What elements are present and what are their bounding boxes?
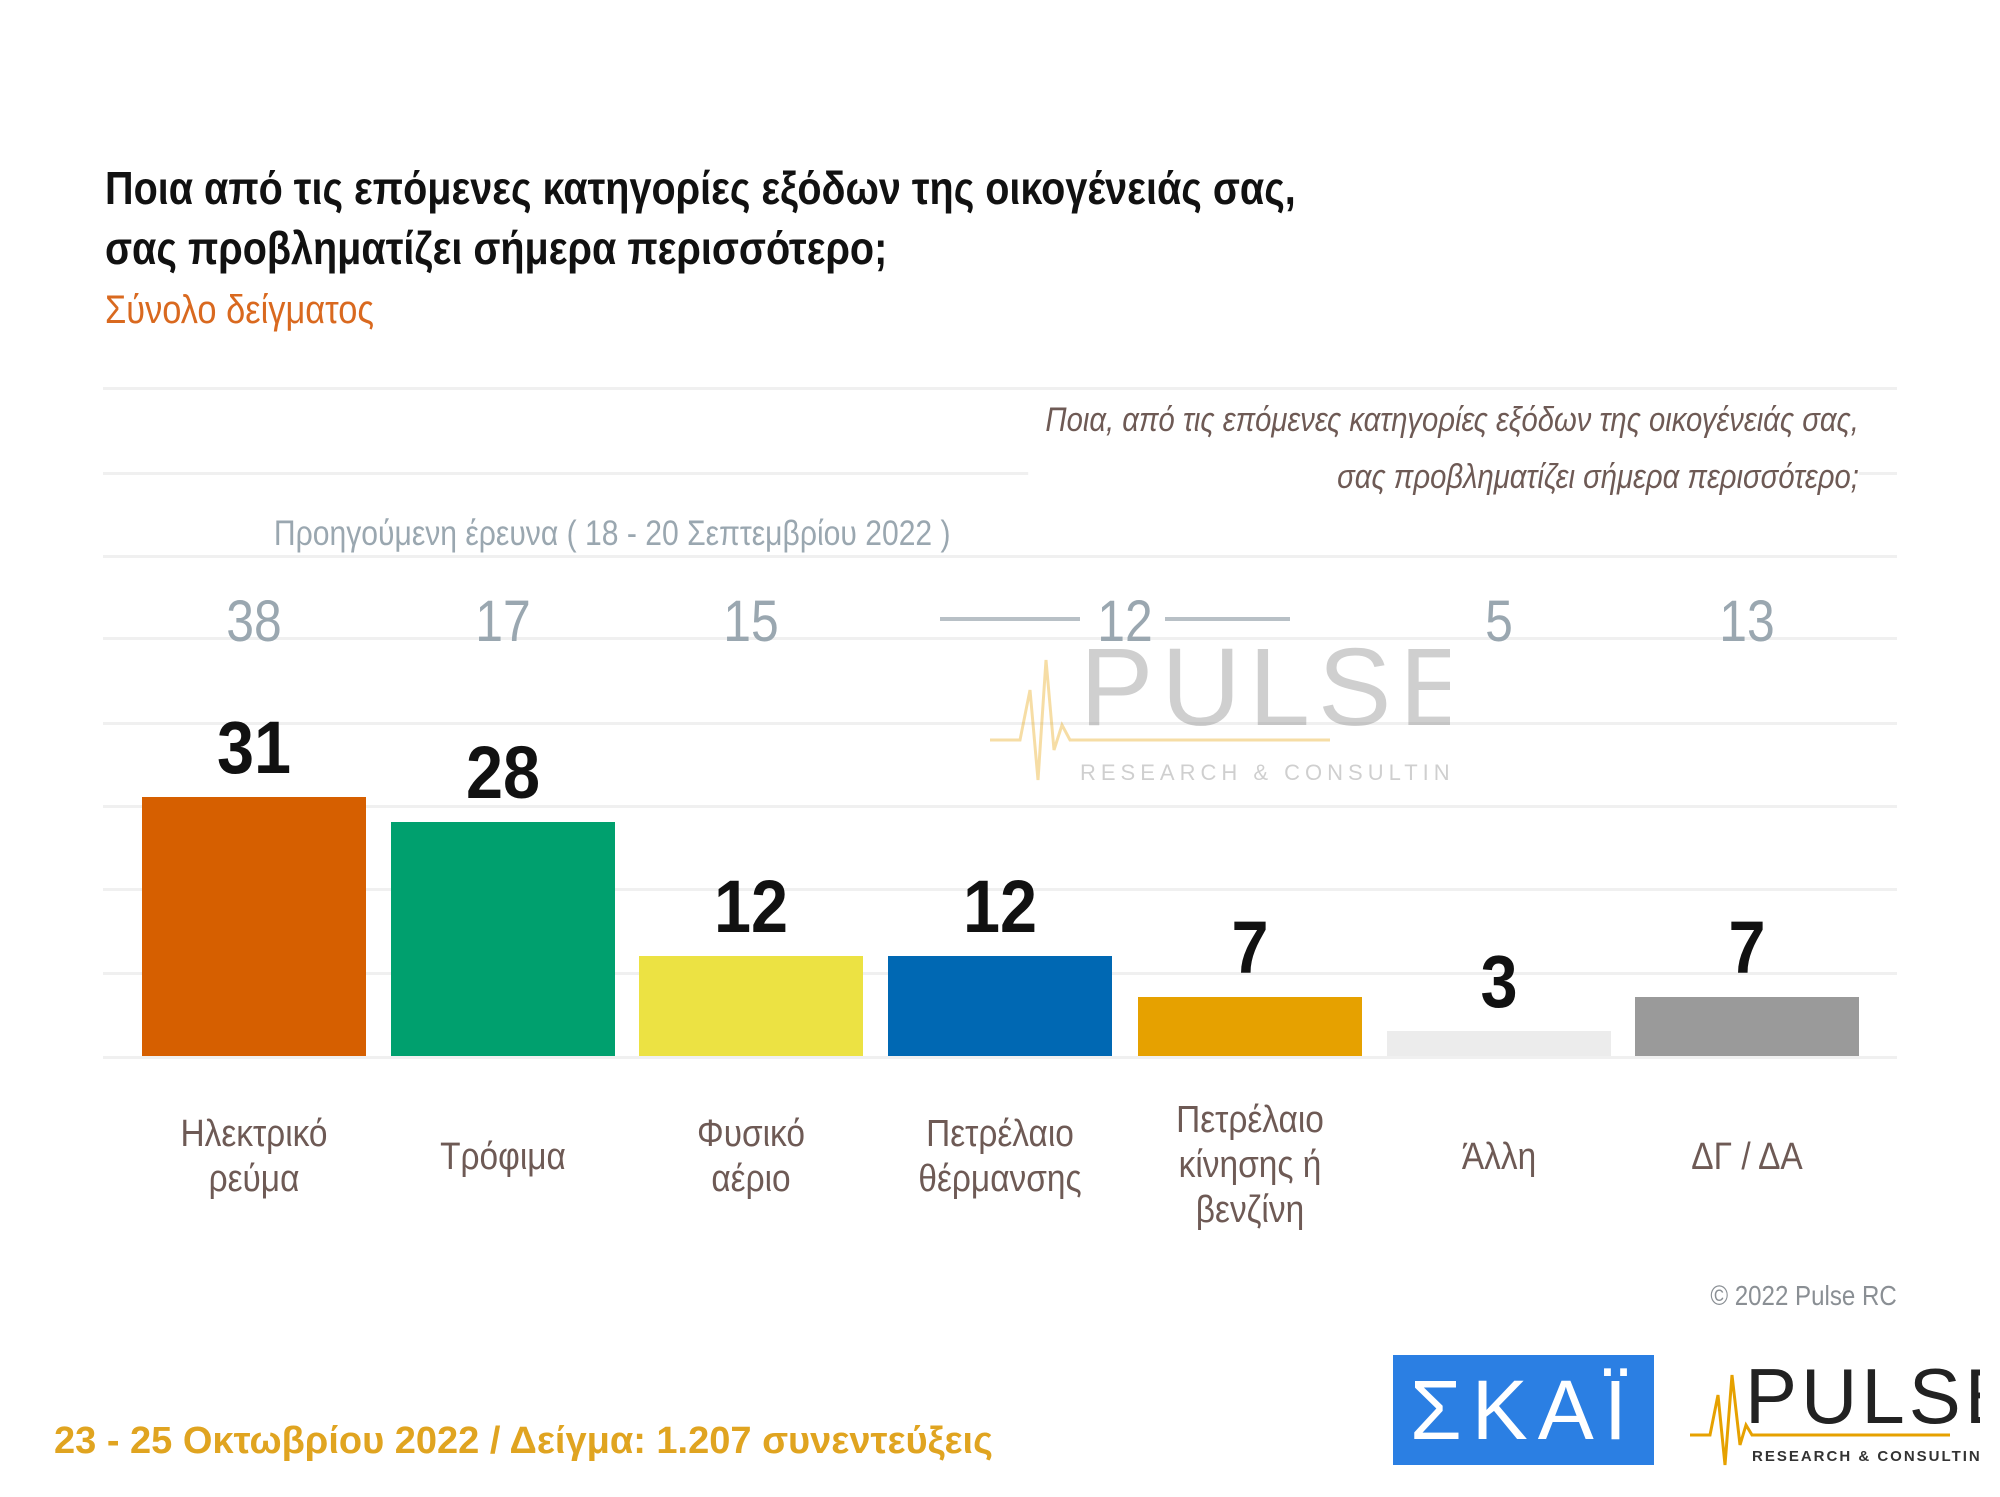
category-label: ΔΓ / ΔΑ	[1691, 1136, 1803, 1178]
gridline	[103, 387, 1897, 390]
gridline	[103, 555, 1897, 558]
fieldwork-info: 23 - 25 Οκτωβρίου 2022 / Δείγμα: 1.207 σ…	[54, 1420, 993, 1462]
svg-text:PULSE: PULSE	[1080, 630, 1450, 749]
title-line-2: σας προβληματίζει σήμερα περισσότερο;	[105, 222, 888, 274]
category-label: Πετρέλαιο κίνησης ή βενζίνη	[1176, 1099, 1324, 1231]
data-label: 7	[1231, 906, 1269, 990]
previous-value: 38	[226, 589, 282, 654]
category-label: Πετρέλαιο θέρμανσης	[918, 1113, 1082, 1200]
category-label: Ηλεκτρικό ρεύμα	[180, 1113, 328, 1200]
copyright: © 2022 Pulse RC	[1710, 1280, 1897, 1311]
gridline	[103, 637, 1897, 640]
bar	[142, 796, 366, 1056]
category-label: Άλλη	[1461, 1136, 1537, 1178]
gridline	[103, 722, 1897, 725]
svg-text:PULSE: PULSE	[1745, 1355, 1980, 1440]
data-label: 3	[1480, 939, 1518, 1023]
question-line-1: Ποια, από τις επόμενες κατηγορίες εξόδων…	[1045, 401, 1859, 439]
chart-subtitle: Σύνολο δείγματος	[105, 288, 374, 332]
bar	[1138, 997, 1362, 1056]
previous-value: 17	[475, 589, 531, 654]
pulse-logo: PULSE RESEARCH & CONSULTING	[1690, 1355, 1980, 1466]
pulse-watermark: PULSE RESEARCH & CONSULTING	[990, 630, 1450, 785]
question-line-2: σας προβληματίζει σήμερα περισσότερο;	[1337, 458, 1859, 496]
data-label: 12	[962, 864, 1038, 948]
category-label: Τρόφιμα	[440, 1136, 566, 1178]
chart-question: Ποια, από τις επόμενες κατηγορίες εξόδων…	[1028, 392, 1859, 506]
skai-logo: ΣΚΑΪ	[1393, 1355, 1654, 1465]
previous-value: 12	[1097, 589, 1153, 654]
gridline	[103, 888, 1897, 891]
bar	[1635, 997, 1859, 1056]
previous-value: 15	[723, 589, 779, 654]
bar	[1387, 1030, 1611, 1056]
previous-survey-label: Προηγούμενη έρευνα ( 18 - 20 Σεπτεμβρίου…	[267, 514, 958, 554]
data-label: 12	[713, 864, 789, 948]
svg-text:RESEARCH & CONSULTING: RESEARCH & CONSULTING	[1080, 760, 1450, 785]
data-label: 7	[1728, 906, 1766, 990]
gridline	[103, 472, 1897, 475]
svg-text:RESEARCH & CONSULTING: RESEARCH & CONSULTING	[1752, 1448, 1980, 1465]
category-label: Φυσικό αέριο	[697, 1113, 805, 1200]
previous-value: 13	[1719, 589, 1775, 654]
chart-title: Ποια από τις επόμενες κατηγορίες εξόδων …	[105, 158, 1296, 278]
bar	[639, 955, 863, 1056]
data-label: 31	[216, 705, 292, 789]
previous-span-line	[1165, 617, 1290, 621]
bar	[888, 955, 1112, 1056]
bar	[391, 821, 615, 1056]
title-line-1: Ποια από τις επόμενες κατηγορίες εξόδων …	[105, 162, 1296, 214]
gridline	[103, 1056, 1897, 1059]
previous-span-line	[940, 617, 1080, 621]
data-label: 28	[465, 730, 541, 814]
gridline	[103, 805, 1897, 808]
previous-value: 5	[1485, 589, 1513, 654]
